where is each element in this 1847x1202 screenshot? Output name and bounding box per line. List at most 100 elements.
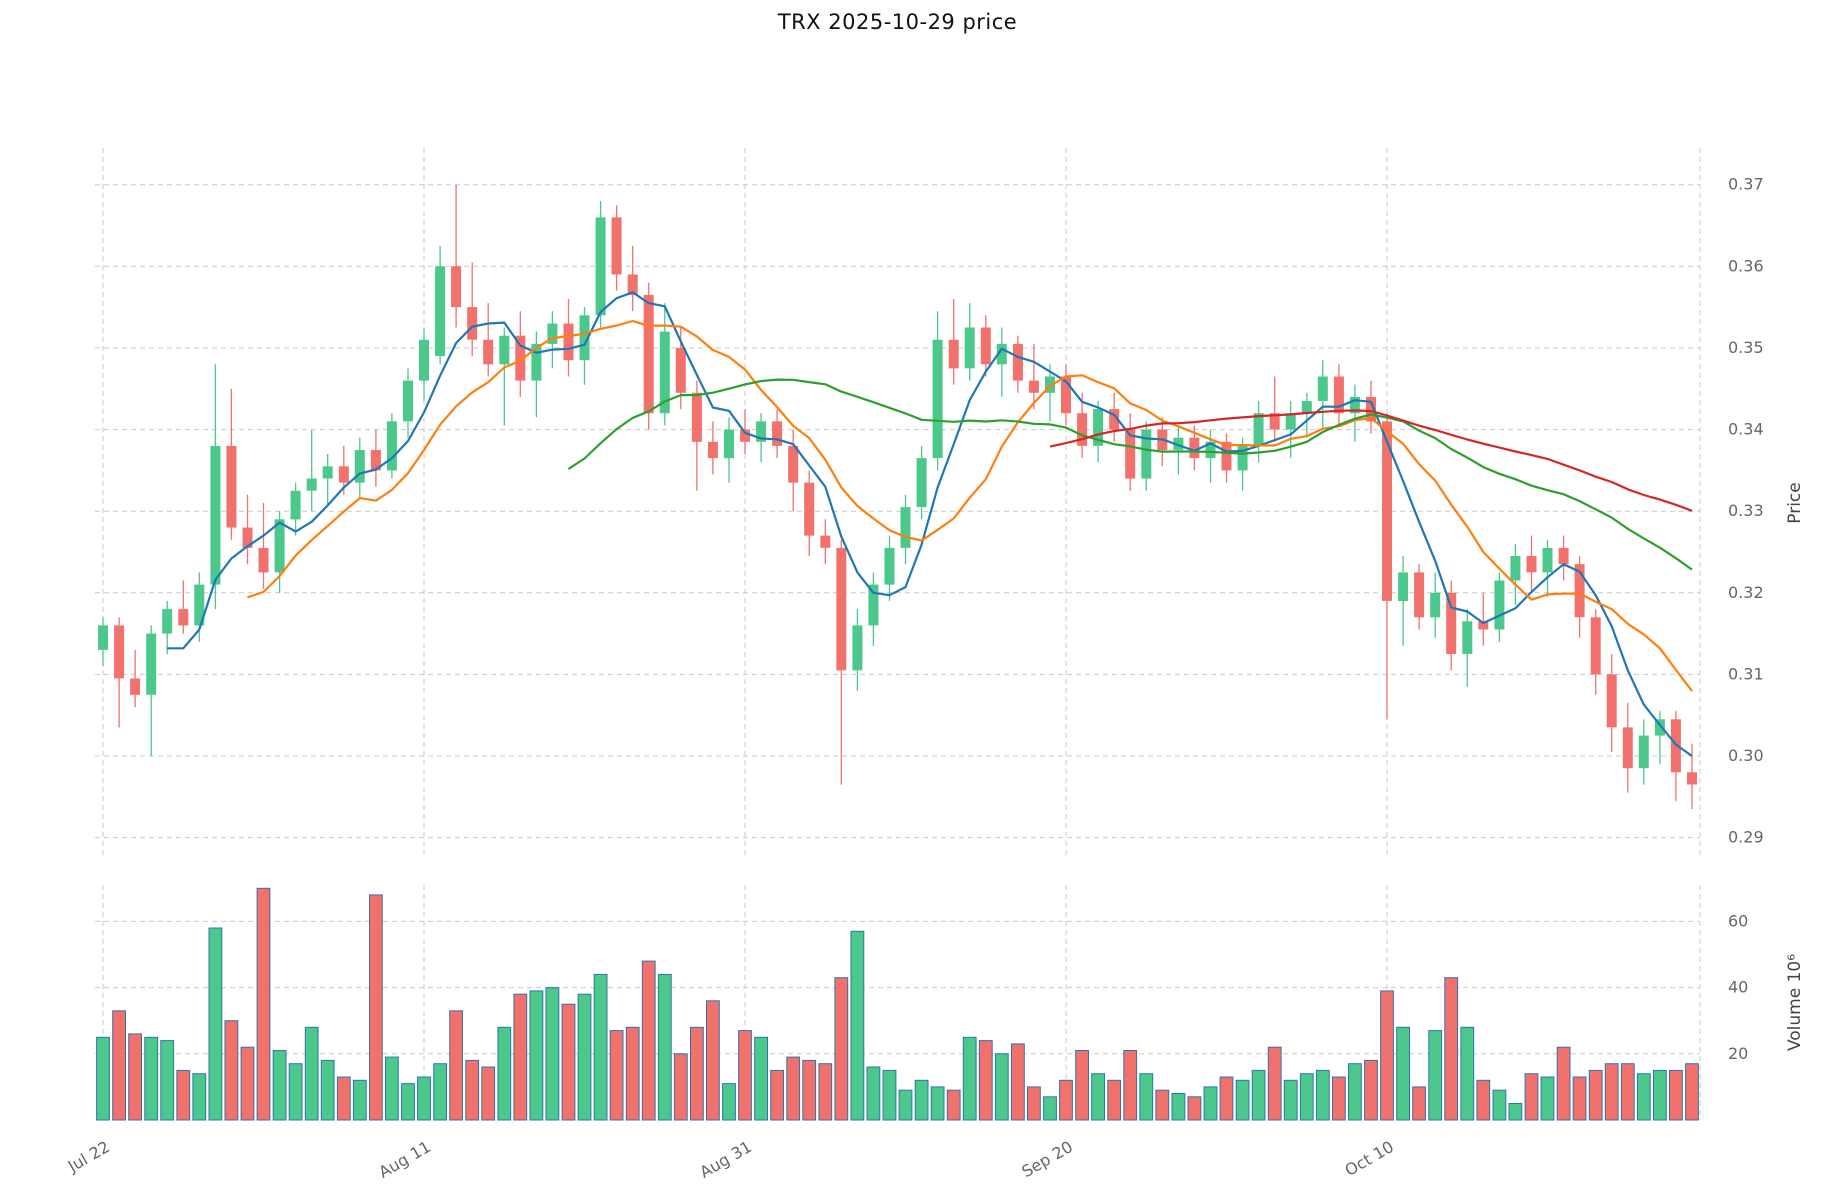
volume-bar [641, 960, 656, 1121]
candle-body [322, 466, 333, 479]
candle-body [1526, 556, 1537, 573]
volume-bar [722, 1083, 736, 1121]
candle-body [1478, 621, 1489, 630]
volume-bar [112, 1010, 126, 1121]
date-tick-label: Aug 31 [696, 1137, 755, 1182]
volume-bar [1059, 1079, 1073, 1121]
candle-body [948, 339, 959, 369]
candle-body [130, 678, 141, 695]
volume-bar [1187, 1096, 1202, 1121]
candle-body [1269, 413, 1280, 430]
candle-body [916, 458, 927, 508]
volume-bar [240, 1046, 255, 1121]
volume-bar [882, 1069, 897, 1121]
price-tick-label: 0.31 [1728, 664, 1764, 683]
candle-body [563, 323, 574, 361]
volume-bar [1620, 1063, 1635, 1121]
volume-bar [513, 993, 528, 1121]
volume-bar [914, 1079, 929, 1121]
volume-bar [850, 930, 865, 1121]
candle-body [290, 490, 301, 520]
volume-bar [1508, 1103, 1523, 1121]
candle-body [370, 450, 381, 471]
candle-body [1494, 580, 1505, 630]
volume-bar [208, 927, 223, 1121]
candle-body [1141, 429, 1152, 479]
volume-bar [128, 1033, 142, 1121]
candle-body [419, 339, 429, 381]
ma-5-line [167, 291, 1693, 757]
volume-bar [1556, 1046, 1571, 1121]
volume-bar [320, 1059, 335, 1121]
candle-body [1301, 401, 1312, 414]
candle-body [852, 625, 863, 671]
candle-body [1061, 376, 1071, 414]
volume-bar [1043, 1096, 1057, 1121]
volume-bar [1027, 1086, 1041, 1121]
candle-body [1349, 396, 1360, 414]
date-tick-label: Oct 10 [1342, 1137, 1397, 1180]
volume-bar [946, 1089, 961, 1121]
candle-body [595, 217, 606, 316]
candle-body [451, 266, 462, 308]
candle-body [1125, 429, 1136, 479]
volume-bar [770, 1069, 785, 1121]
volume-bar [1428, 1030, 1443, 1121]
candle-body [1333, 376, 1344, 414]
volume-bar [1653, 1069, 1667, 1121]
candle-body [659, 331, 670, 414]
price-tick-label: 0.36 [1728, 256, 1764, 275]
volume-bar [1155, 1089, 1170, 1121]
candle-body [1093, 409, 1104, 446]
candle-body [788, 445, 799, 483]
price-tick-label: 0.30 [1728, 746, 1764, 765]
price-tick-label: 0.34 [1728, 420, 1764, 439]
candle-body [547, 323, 558, 344]
volume-bar [1460, 1026, 1475, 1121]
volume-bar [898, 1089, 913, 1121]
volume-bar [385, 1056, 399, 1121]
volume-bar [1604, 1063, 1619, 1121]
volume-bar [978, 1040, 993, 1121]
candle-body [804, 482, 815, 536]
volume-bar [1235, 1079, 1250, 1121]
candle-body [306, 478, 317, 491]
candle-body [1687, 772, 1697, 785]
volume-bar [1348, 1063, 1362, 1121]
ma-60-line [1049, 409, 1693, 512]
candle-body [194, 584, 205, 626]
volume-bar [96, 1036, 110, 1121]
candle-body [1253, 413, 1264, 446]
volume-bar [673, 1053, 688, 1121]
volume-bar [657, 973, 672, 1121]
candle-body [1446, 592, 1457, 654]
candle-body [707, 441, 718, 459]
volume-bar [1669, 1069, 1683, 1121]
volume-bar [1685, 1063, 1699, 1121]
volume-bar [1444, 977, 1459, 1121]
candle-body [884, 547, 895, 585]
volume-bar [1267, 1046, 1282, 1121]
volume-bar [1171, 1093, 1186, 1121]
candle-body [386, 421, 397, 471]
volume-bar [1139, 1073, 1154, 1121]
volume-bar [433, 1063, 448, 1121]
volume-bar [1636, 1073, 1651, 1121]
volume-bar [224, 1020, 239, 1121]
candle-body [403, 380, 413, 422]
candle-body [1590, 617, 1601, 675]
volume-bar [577, 993, 592, 1121]
volume-bar [176, 1069, 191, 1121]
volume-bar [401, 1083, 415, 1121]
volume-bar [1380, 990, 1394, 1121]
candle-body [1077, 413, 1088, 446]
volume-bar [1251, 1069, 1266, 1121]
candle-body [627, 274, 638, 295]
candle-body [964, 327, 975, 369]
price-tick-label: 0.35 [1728, 338, 1764, 357]
candle-body [531, 343, 542, 381]
volume-bar [481, 1066, 496, 1121]
volume-bar [609, 1030, 624, 1121]
volume-bar [1476, 1079, 1491, 1121]
